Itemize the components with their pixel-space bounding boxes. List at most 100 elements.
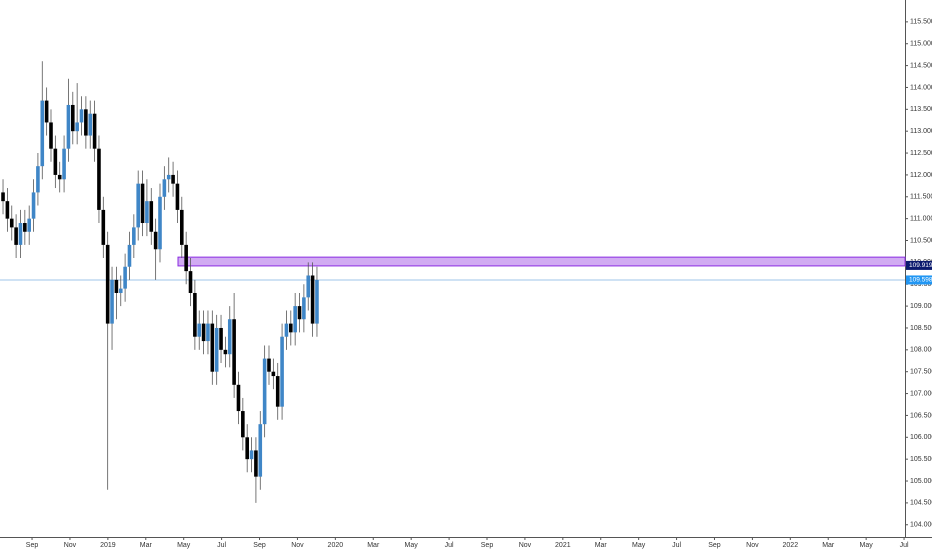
candle-body — [254, 450, 258, 477]
x-tick-label: 2021 — [555, 542, 571, 549]
y-tick-label: 113.000 — [910, 128, 932, 135]
y-tick-label: 111.500 — [910, 194, 932, 201]
candle-body — [280, 336, 284, 407]
candle-body — [44, 100, 49, 123]
y-tick-label: 105.000 — [910, 478, 932, 485]
zone — [177, 256, 906, 267]
candle-body — [9, 218, 14, 228]
y-tick-label: 112.000 — [910, 172, 932, 179]
y-tick-label: 111.000 — [910, 215, 932, 222]
candle-body — [171, 174, 175, 184]
x-tick-label: May — [405, 542, 419, 549]
x-tick-label: Nov — [519, 542, 532, 549]
candle-body — [132, 227, 136, 245]
y-tick-label: 107.000 — [910, 390, 932, 397]
y-tick-label: 113.500 — [910, 106, 932, 113]
candle-body — [206, 323, 210, 342]
candle-body — [49, 122, 53, 149]
candle-body — [214, 327, 219, 372]
candle-body — [79, 109, 84, 123]
candle-body — [36, 166, 40, 193]
y-tick-label: 108.000 — [910, 347, 932, 354]
candle-body — [123, 266, 127, 289]
x-tick-label: Sep — [253, 542, 266, 549]
candle-body — [57, 174, 62, 180]
candle-body — [271, 371, 276, 377]
candle-body — [40, 100, 45, 167]
x-tick-label: Mar — [140, 542, 153, 549]
candle-body — [310, 275, 315, 324]
x-tick-label: 2019 — [100, 542, 116, 549]
candle-body — [201, 323, 206, 342]
candle-body — [297, 306, 302, 320]
candle-body — [302, 297, 306, 320]
candle-body — [140, 183, 145, 224]
x-tick-label: Mar — [595, 542, 608, 549]
candle-body — [158, 196, 162, 250]
candle-body — [288, 323, 293, 333]
candle-body — [105, 244, 110, 324]
y-tick-label: 109.000 — [910, 303, 932, 310]
candle-body — [92, 113, 97, 149]
candle-body — [267, 358, 271, 372]
candle-body — [66, 104, 71, 149]
candle-body — [114, 279, 119, 293]
y-tick-label: 105.500 — [910, 456, 932, 463]
last-price-box — [906, 275, 932, 285]
candle-body — [179, 209, 184, 245]
y-tick-label: 104.000 — [910, 522, 932, 529]
candle-body — [315, 279, 319, 324]
candle-body — [18, 223, 23, 245]
x-tick-label: 2020 — [328, 542, 344, 549]
y-tick-label: 109.500 — [910, 281, 932, 288]
candle-body — [62, 148, 66, 180]
x-tick-label: Nov — [64, 542, 77, 549]
y-tick-label: 115.000 — [910, 41, 932, 48]
x-tick-label: Nov — [746, 542, 759, 549]
x-tick-label: Jul — [217, 542, 226, 549]
y-tick-label: 110.500 — [910, 237, 932, 244]
y-tick-label: 106.500 — [910, 412, 932, 419]
x-tick-label: Jul — [445, 542, 454, 549]
candle-body — [27, 218, 31, 232]
x-tick-label: May — [177, 542, 191, 549]
candle-body — [84, 109, 88, 136]
candle-body — [275, 376, 280, 407]
x-tick-label: Sep — [481, 542, 494, 549]
candle-body — [197, 323, 202, 337]
y-tick-label: 112.500 — [910, 150, 932, 157]
candle-body — [31, 192, 36, 219]
candle-body — [5, 201, 10, 219]
x-tick-label: Jul — [900, 542, 909, 549]
candle-body — [306, 275, 311, 298]
zone-price-box — [906, 260, 932, 270]
y-tick-label: 114.500 — [910, 62, 932, 69]
candle-body — [293, 306, 297, 333]
candle-body — [127, 244, 132, 267]
candle-body — [223, 349, 228, 355]
candle-body — [23, 223, 27, 232]
x-tick-label: Nov — [291, 542, 304, 549]
candle-body — [245, 437, 249, 460]
x-tick-label: Sep — [26, 542, 39, 549]
candle-body — [241, 411, 245, 438]
candle-body — [1, 192, 5, 202]
candle-body — [188, 271, 193, 293]
candle-body — [166, 174, 171, 180]
candle-body — [70, 104, 75, 132]
candle-body — [175, 183, 180, 210]
candle-body — [101, 209, 106, 245]
candle-body — [14, 227, 18, 245]
last-price-label: 109.598 — [909, 277, 932, 284]
x-tick-label: Mar — [367, 542, 380, 549]
candle-body — [153, 231, 158, 250]
y-tick-label: 107.500 — [910, 369, 932, 376]
candle-body — [136, 183, 140, 228]
x-tick-label: Sep — [708, 542, 721, 549]
candle-body — [145, 201, 149, 224]
candle-body — [227, 319, 232, 355]
x-tick-label: 2022 — [783, 542, 799, 549]
candle-body — [75, 122, 79, 132]
